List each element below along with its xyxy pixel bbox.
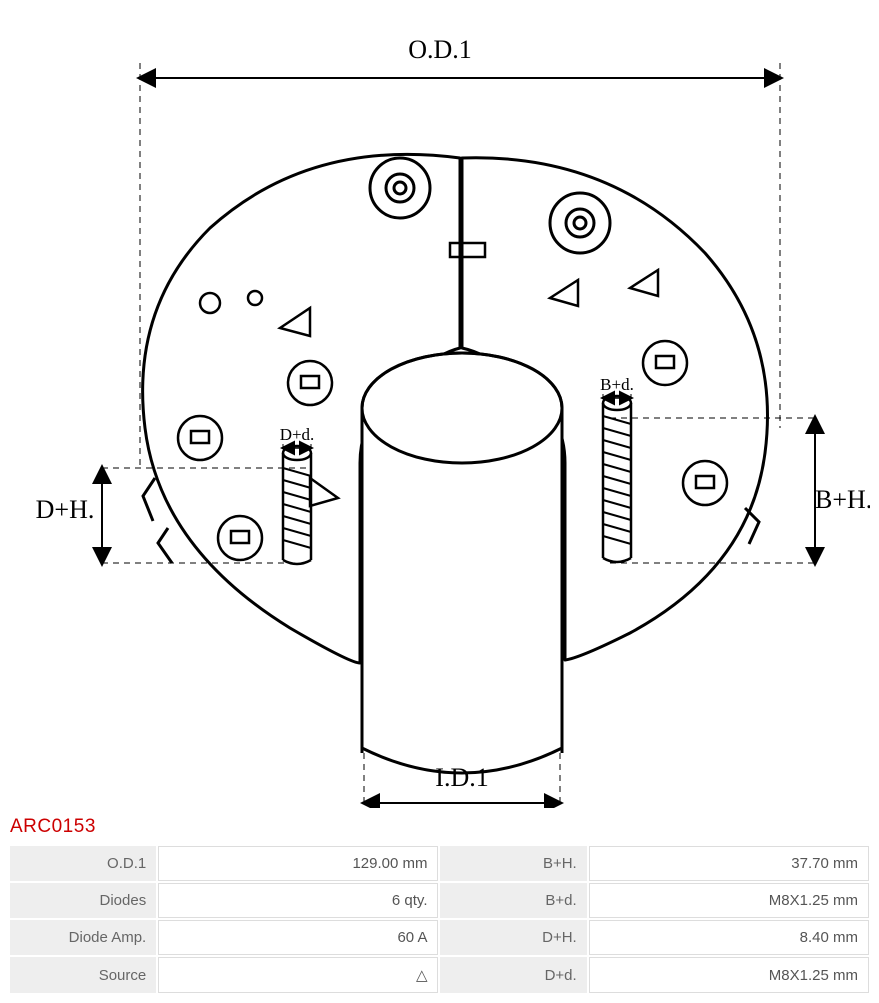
- spec-label: D+d.: [440, 957, 586, 993]
- spec-label: Diode Amp.: [10, 920, 156, 955]
- spec-value: M8X1.25 mm: [589, 883, 869, 918]
- spec-value: 60 A: [158, 920, 438, 955]
- spec-value: 129.00 mm: [158, 846, 438, 881]
- spec-value: 6 qty.: [158, 883, 438, 918]
- spec-value: 8.40 mm: [589, 920, 869, 955]
- technical-diagram: O.D.1: [10, 8, 870, 808]
- table-row: Source△D+d.M8X1.25 mm: [10, 957, 869, 993]
- label-dd: D+d.: [279, 425, 314, 444]
- label-bd: B+d.: [600, 375, 634, 394]
- label-bh: B+H.: [815, 485, 870, 514]
- label-od1: O.D.1: [408, 35, 472, 64]
- part-number: ARC0153: [10, 816, 871, 838]
- spec-label: Diodes: [10, 883, 156, 918]
- table-row: Diodes6 qty.B+d.M8X1.25 mm: [10, 883, 869, 918]
- spec-label: O.D.1: [10, 846, 156, 881]
- spec-label: B+H.: [440, 846, 586, 881]
- spec-value: M8X1.25 mm: [589, 957, 869, 993]
- label-id1: I.D.1: [435, 763, 488, 792]
- table-row: Diode Amp.60 AD+H.8.40 mm: [10, 920, 869, 955]
- diagram-svg: O.D.1: [10, 8, 870, 808]
- spec-table: O.D.1129.00 mmB+H.37.70 mmDiodes6 qty.B+…: [8, 844, 871, 995]
- spec-value: 37.70 mm: [589, 846, 869, 881]
- spec-label: B+d.: [440, 883, 586, 918]
- table-row: O.D.1129.00 mmB+H.37.70 mm: [10, 846, 869, 881]
- spec-label: Source: [10, 957, 156, 993]
- spec-label: D+H.: [440, 920, 586, 955]
- spec-value: △: [158, 957, 438, 993]
- label-dh: D+H.: [35, 495, 94, 524]
